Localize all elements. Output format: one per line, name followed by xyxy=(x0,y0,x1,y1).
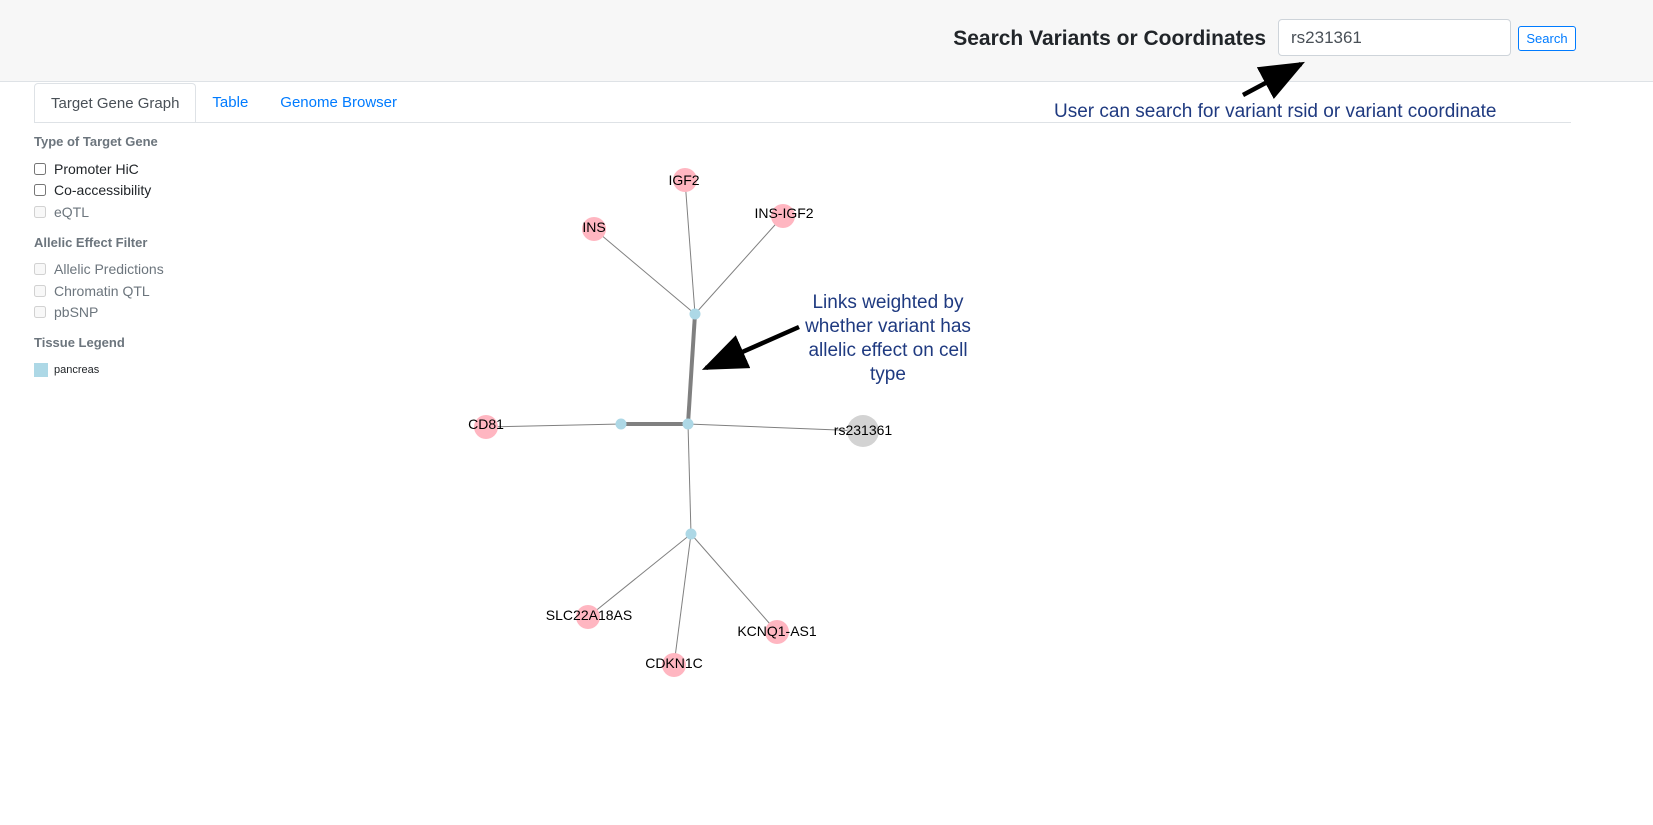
eqtl-label: eQTL xyxy=(54,203,90,220)
tissue-legend-title: Tissue Legend xyxy=(34,335,125,350)
chromatin-qtl-checkbox xyxy=(34,284,46,297)
edge-hub-ins xyxy=(593,228,696,315)
search-button[interactable]: Search xyxy=(1518,26,1576,51)
gene-label-cdkn1c: CDKN1C xyxy=(645,655,703,671)
filter-co-accessibility[interactable]: Co-accessibility xyxy=(34,180,214,202)
gene-node-cdkn1c[interactable] xyxy=(662,653,686,677)
gene-label-igf2: IGF2 xyxy=(668,172,699,188)
chromatin-qtl-label: Chromatin QTL xyxy=(54,282,150,299)
view-tabs: Target Gene Graph Table Genome Browser xyxy=(34,83,413,123)
edge-center-lower-hub xyxy=(687,423,692,535)
gene-label-ins-igf2: INS-IGF2 xyxy=(754,205,813,221)
filter-pbsnp: pbSNP xyxy=(34,302,214,324)
top-search-bar: Search Variants or Coordinates Search xyxy=(0,0,1653,82)
edge-hub-center-weighted xyxy=(686,313,697,425)
co-accessibility-checkbox[interactable] xyxy=(34,184,46,197)
edge-hub-slc22a18as xyxy=(587,533,692,618)
tab-divider xyxy=(34,122,1571,123)
filter-allelic-predictions: Allelic Predictions xyxy=(34,259,214,281)
edge-hub-cdkn1c xyxy=(673,533,692,666)
hub-node[interactable] xyxy=(689,308,701,320)
edge-center-variant xyxy=(687,423,864,432)
variant-node[interactable] xyxy=(847,415,879,447)
allelic-predictions-checkbox xyxy=(34,263,46,276)
search-input[interactable] xyxy=(1278,19,1511,56)
gene-node-kcnq1-as1[interactable] xyxy=(765,620,789,644)
edge-hub-ins-igf2 xyxy=(694,215,784,315)
pbsnp-checkbox xyxy=(34,306,46,319)
pancreas-swatch xyxy=(34,363,48,377)
gene-node-ins[interactable] xyxy=(582,217,606,241)
gene-node-slc22a18as[interactable] xyxy=(576,605,600,629)
gene-label-kcnq1-as1: KCNQ1-AS1 xyxy=(737,623,817,639)
edge-hub-cd81 xyxy=(485,423,622,428)
gene-node-igf2[interactable] xyxy=(673,168,697,192)
legend-label-pancreas: pancreas xyxy=(54,364,100,376)
allelic-predictions-label: Allelic Predictions xyxy=(54,261,164,278)
search-annotation-arrow xyxy=(1241,61,1305,99)
search-label: Search Variants or Coordinates xyxy=(953,27,1266,50)
eqtl-checkbox xyxy=(34,205,46,218)
promoter-hic-checkbox[interactable] xyxy=(34,162,46,175)
edge-hub-kcnq1-as1 xyxy=(690,533,778,633)
filter-chromatin-qtl: Chromatin QTL xyxy=(34,280,214,302)
hub-node[interactable] xyxy=(682,418,694,430)
filter-sidebar: Type of Target Gene Promoter HiC Co-acce… xyxy=(34,130,214,381)
gene-label-slc22a18as: SLC22A18AS xyxy=(546,607,632,623)
gene-label-cd81: CD81 xyxy=(468,416,504,432)
allelic-effect-filter-title: Allelic Effect Filter xyxy=(34,234,148,250)
gene-node-cd81[interactable] xyxy=(474,415,498,439)
edge-hub-igf2 xyxy=(684,179,696,315)
links-annotation-arrow xyxy=(701,324,800,371)
promoter-hic-label: Promoter HiC xyxy=(54,160,139,177)
variant-label: rs231361 xyxy=(834,422,893,438)
tab-table[interactable]: Table xyxy=(212,94,249,111)
hub-node[interactable] xyxy=(615,418,627,430)
hub-node[interactable] xyxy=(685,528,697,540)
gene-label-ins: INS xyxy=(582,219,605,235)
search-annotation-text: User can search for variant rsid or vari… xyxy=(1054,101,1497,122)
tab-target-gene-graph[interactable]: Target Gene Graph xyxy=(34,83,197,123)
filter-eqtl: eQTL xyxy=(34,201,214,223)
pbsnp-label: pbSNP xyxy=(54,304,99,321)
legend-item-pancreas: pancreas xyxy=(34,359,214,381)
tab-genome-browser[interactable]: Genome Browser xyxy=(280,94,397,111)
filter-promoter-hic[interactable]: Promoter HiC xyxy=(34,158,214,180)
links-annotation-text: Links weighted by whether variant has al… xyxy=(805,292,971,385)
co-accessibility-label: Co-accessibility xyxy=(54,182,152,199)
gene-node-ins-igf2[interactable] xyxy=(771,204,795,228)
target-gene-type-title: Type of Target Gene xyxy=(34,134,158,149)
